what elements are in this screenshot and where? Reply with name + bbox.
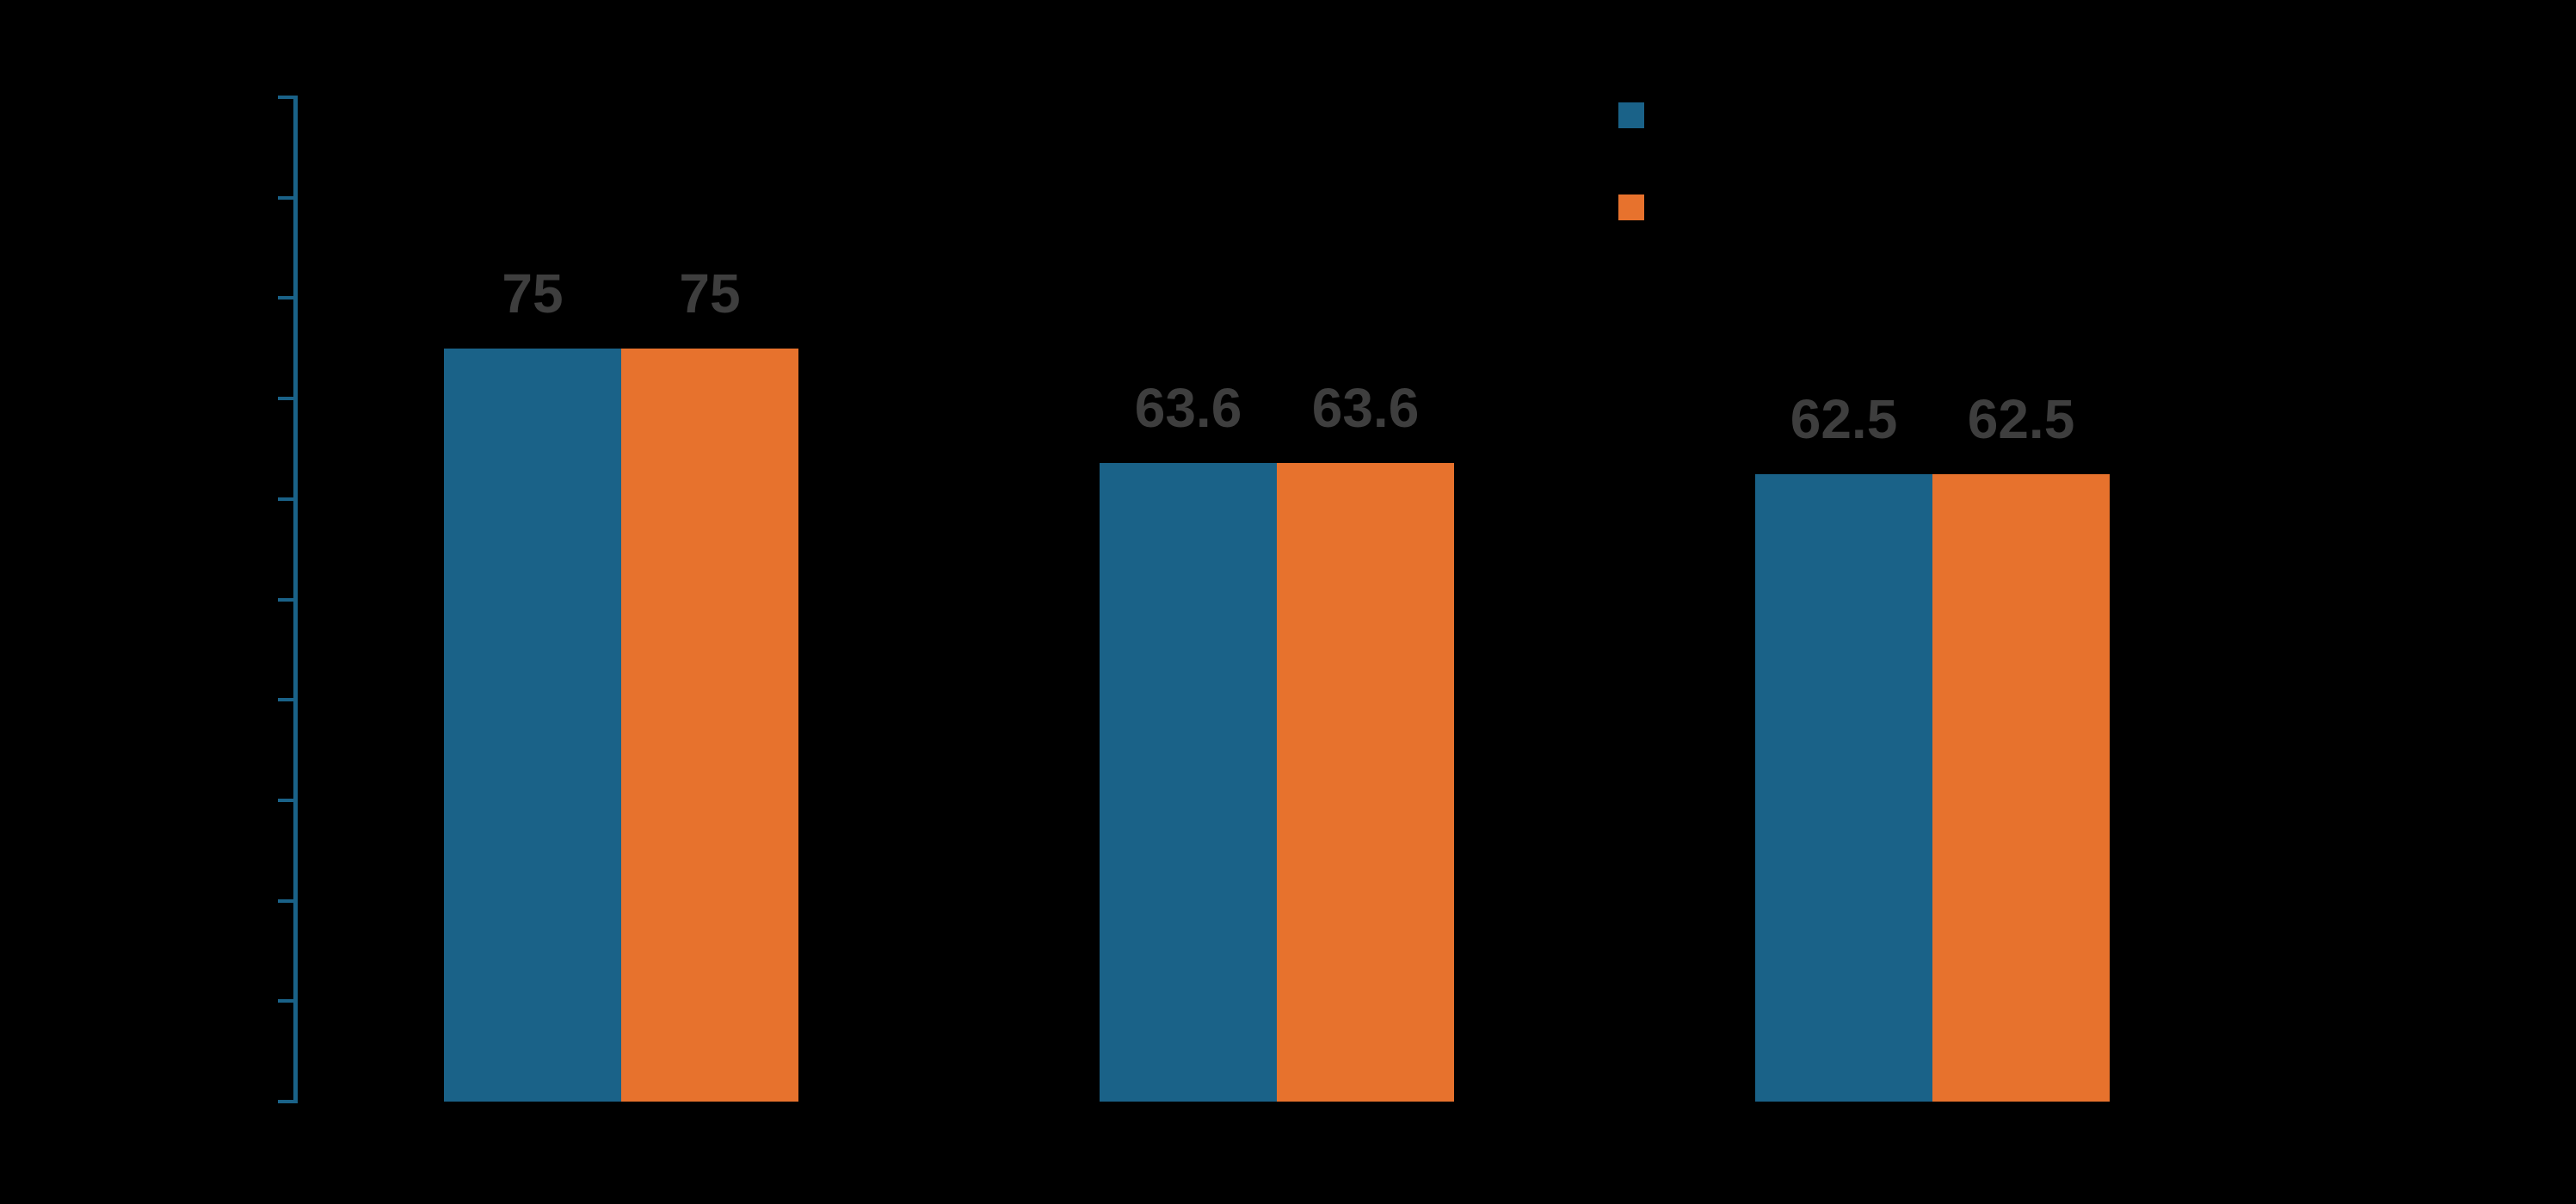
y-axis-spine — [293, 96, 298, 1103]
y-axis-tick — [278, 397, 293, 401]
legend-swatch-blue — [1618, 102, 1644, 128]
y-axis-tick — [278, 497, 293, 501]
y-axis-tick — [278, 798, 293, 802]
bar-blue — [444, 348, 621, 1102]
bar-value-label: 62.5 — [1790, 387, 1898, 450]
bar-blue — [1755, 473, 1932, 1102]
y-axis-tick — [278, 597, 293, 602]
bar-value-label: 63.6 — [1311, 376, 1420, 439]
bar-orange — [621, 348, 798, 1102]
bar-value-label: 63.6 — [1134, 376, 1242, 439]
bar-value-label: 62.5 — [1967, 387, 2075, 450]
bar-blue — [1100, 462, 1277, 1102]
legend-swatch-orange — [1618, 194, 1644, 220]
y-axis-tick — [278, 698, 293, 702]
bar-orange — [1932, 473, 2110, 1102]
bar-value-label: 75 — [502, 262, 564, 324]
y-axis-tick — [278, 195, 293, 200]
y-axis-tick — [278, 999, 293, 1003]
bar-value-label: 75 — [679, 262, 741, 324]
y-axis-tick — [278, 296, 293, 300]
bar-orange — [1277, 462, 1454, 1102]
y-axis-tick — [278, 898, 293, 903]
y-axis-tick — [278, 96, 293, 99]
y-axis-tick — [278, 1100, 293, 1103]
